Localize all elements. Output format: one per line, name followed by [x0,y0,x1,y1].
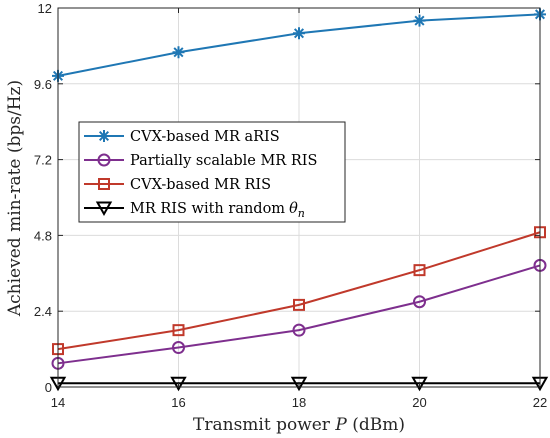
legend-label-sub: n [298,207,305,220]
data-point [172,324,185,337]
y-tick-label: 7.2 [34,153,52,168]
data-point [290,376,308,392]
legend-label-text: CVX-based MR RIS [130,177,271,193]
legend-entry: CVX-based MR RIS [84,177,271,193]
legend-label-var: θ [289,201,298,217]
legend-label-text: CVX-based MR aRIS [130,129,280,145]
legend-entry: MR RIS with random θn [84,201,305,220]
x-tick-label: 18 [292,395,306,410]
y-tick-label: 12 [38,1,52,16]
legend-label: CVX-based MR aRIS [130,129,280,145]
legend-label-text: MR RIS with random [130,201,285,217]
legend-entry: CVX-based MR aRIS [84,129,280,145]
series-line [57,231,541,351]
legend-entry: Partially scalable MR RIS [84,153,317,169]
data-point [413,14,426,27]
legend-label: CVX-based MR RIS [130,177,271,193]
data-point [411,376,428,392]
ticks: 14 16 18 20 22 0 2.4 4.8 7.2 9.6 12 [34,1,547,410]
legend-label: MR RIS with random θn [130,201,305,220]
y-axis-label: Achieved min-rate (bps/Hz) [5,80,25,317]
x-tick-label: 22 [533,395,547,410]
x-tick-label: 14 [51,395,65,410]
x-axis-label-var: P [334,415,347,435]
legend: CVX-based MR aRIS Partially scalable MR R… [78,121,346,223]
legend-label-text: Partially scalable MR RIS [130,153,317,169]
legend-label: Partially scalable MR RIS [130,153,317,169]
data-point [293,27,305,40]
y-tick-label: 9.6 [34,77,52,92]
y-tick-label: 0 [45,380,52,395]
x-axis-label-unit: (dBm) [352,415,405,435]
data-point [292,323,306,337]
data-point [172,46,185,59]
y-tick-label: 4.8 [34,228,52,243]
x-tick-label: 20 [412,395,426,410]
x-tick-label: 16 [171,395,185,410]
data-point [170,376,187,392]
legend-marker [95,201,113,217]
legend-marker [98,130,110,142]
legend-marker [98,178,110,190]
data-point [172,341,185,355]
data-point [413,264,426,277]
x-axis-label: Transmit power P (dBm) [193,415,405,435]
y-tick-label: 2.4 [34,304,52,319]
data-point [413,295,426,309]
legend-box [78,121,346,223]
series-line [57,264,541,365]
x-axis-label-text: Transmit power [193,415,331,435]
legend-marker [97,153,111,167]
data-point [293,298,305,311]
